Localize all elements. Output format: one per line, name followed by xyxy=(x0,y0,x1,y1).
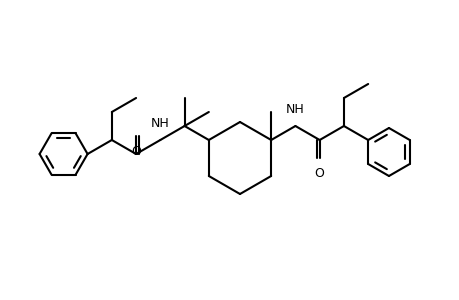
Text: NH: NH xyxy=(151,117,169,130)
Text: NH: NH xyxy=(285,103,304,116)
Text: O: O xyxy=(314,167,324,180)
Text: O: O xyxy=(131,145,141,158)
